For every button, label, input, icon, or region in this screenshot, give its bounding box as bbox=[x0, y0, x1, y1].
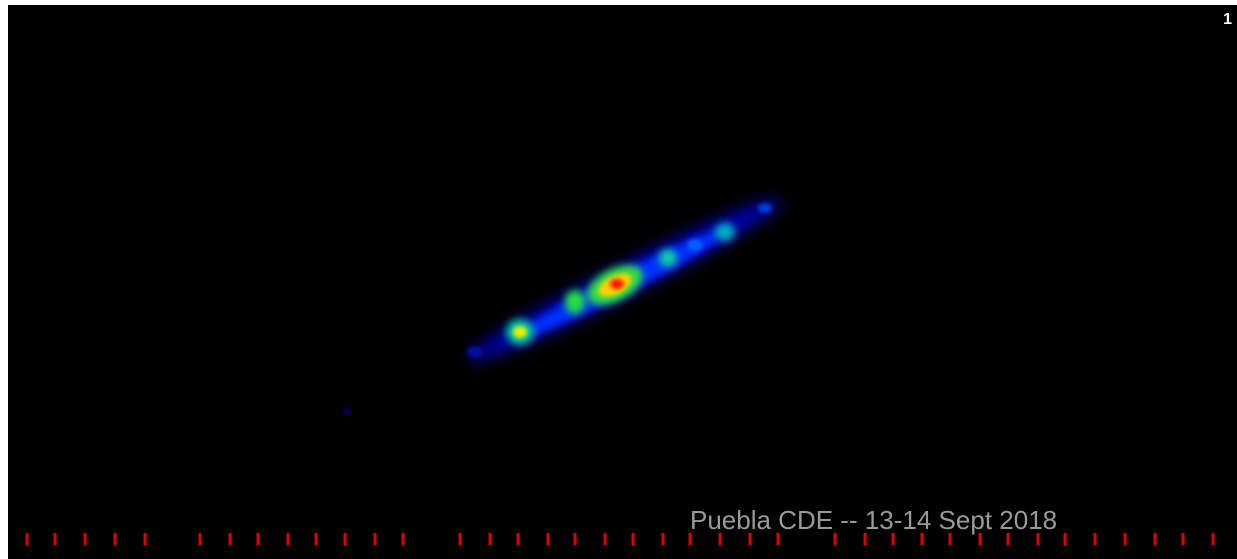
red-tick bbox=[374, 533, 377, 545]
red-tick bbox=[54, 533, 57, 545]
red-tick bbox=[287, 533, 290, 545]
red-tick bbox=[199, 533, 202, 545]
red-tick bbox=[84, 533, 87, 545]
red-tick bbox=[662, 533, 665, 545]
corner-label: 1 bbox=[1223, 11, 1232, 28]
red-tick bbox=[489, 533, 492, 545]
red-tick bbox=[229, 533, 232, 545]
red-tick bbox=[257, 533, 260, 545]
red-tick bbox=[1124, 533, 1127, 545]
red-tick bbox=[114, 533, 117, 545]
red-tick bbox=[1154, 533, 1157, 545]
detector-image: 1 Puebla CDE -- 13-14 Sept 2018 bbox=[0, 0, 1237, 559]
red-tick bbox=[1094, 533, 1097, 545]
red-tick bbox=[632, 533, 635, 545]
red-tick bbox=[1064, 533, 1067, 545]
red-tick bbox=[1182, 533, 1185, 545]
red-tick bbox=[547, 533, 550, 545]
red-tick bbox=[26, 533, 29, 545]
red-tick bbox=[402, 533, 405, 545]
caption: Puebla CDE -- 13-14 Sept 2018 bbox=[690, 505, 1057, 535]
red-tick bbox=[604, 533, 607, 545]
red-tick bbox=[517, 533, 520, 545]
red-tick bbox=[144, 533, 147, 545]
red-tick bbox=[344, 533, 347, 545]
red-tick bbox=[315, 533, 318, 545]
red-tick bbox=[459, 533, 462, 545]
red-tick bbox=[1212, 533, 1215, 545]
red-tick bbox=[574, 533, 577, 545]
